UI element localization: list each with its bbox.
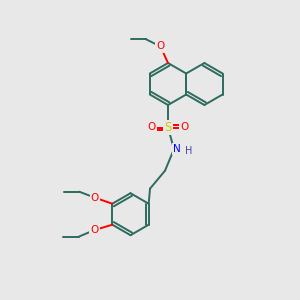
- Text: H: H: [185, 146, 192, 156]
- Text: N: N: [173, 144, 181, 154]
- Text: O: O: [156, 41, 165, 52]
- Text: S: S: [164, 121, 172, 134]
- Text: O: O: [90, 225, 98, 235]
- Text: O: O: [180, 122, 189, 133]
- Text: O: O: [91, 193, 99, 203]
- Text: O: O: [147, 122, 156, 133]
